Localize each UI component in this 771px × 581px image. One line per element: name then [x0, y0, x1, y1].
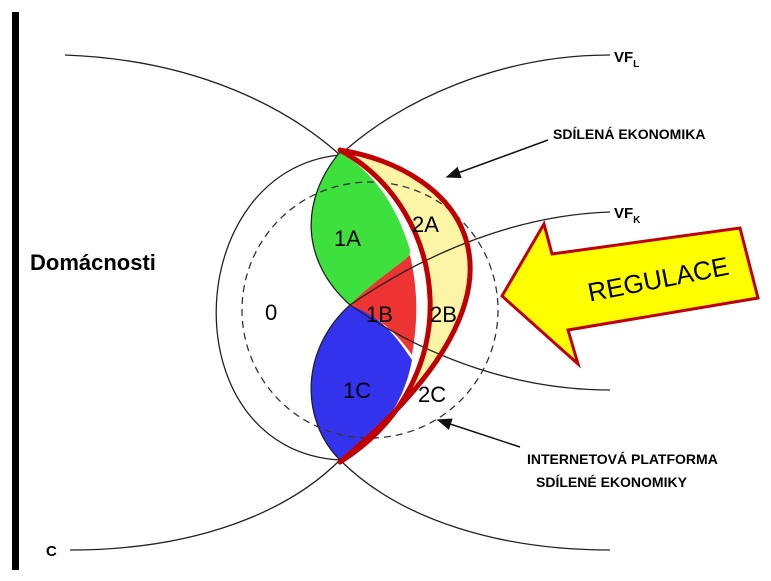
- crescent-outline: [337, 147, 473, 465]
- label-main: VF: [614, 49, 633, 66]
- curve: [215, 154, 341, 461]
- households-label: Domácnosti: [30, 250, 156, 275]
- region-label: 0: [265, 300, 277, 325]
- region-label: 2C: [418, 382, 446, 407]
- region-label: 2B: [430, 302, 457, 327]
- platform-label: INTERNETOVÁ PLATFORMA: [527, 451, 718, 467]
- sharing-label: SDÍLENÁ EKONOMIKA: [553, 126, 705, 142]
- c-label: C: [46, 543, 57, 560]
- curve: [339, 54, 611, 156]
- region-label: 1B: [366, 302, 393, 327]
- region-label: 1C: [343, 378, 371, 403]
- curve: [349, 304, 611, 391]
- label-sub: L: [633, 59, 639, 70]
- pointer: [445, 139, 549, 178]
- regulation-arrow: [500, 220, 760, 369]
- left-bar: [12, 12, 19, 570]
- region-1c: [311, 305, 412, 460]
- dashed-circle: [241, 181, 499, 439]
- region-1a: [311, 152, 410, 305]
- curve: [339, 459, 611, 551]
- sharing-area: [340, 150, 471, 462]
- vf-k-label: VFK: [614, 205, 641, 226]
- curve: [64, 54, 341, 156]
- vf-k-line: [349, 211, 611, 306]
- label-sub: K: [633, 215, 641, 226]
- curve: [69, 459, 341, 551]
- vf-l-label: VFL: [614, 49, 639, 70]
- platform-label: SDÍLENÉ EKONOMIKY: [536, 474, 688, 490]
- region-label: 2A: [412, 212, 439, 237]
- label-main: VF: [614, 205, 633, 222]
- region-label: 1A: [334, 226, 361, 251]
- region-1b: [350, 255, 417, 355]
- pointer: [436, 418, 521, 448]
